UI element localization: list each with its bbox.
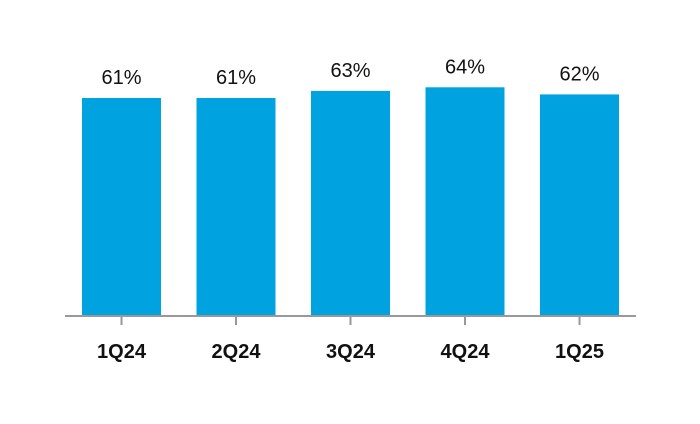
bar-4q24 xyxy=(425,87,505,315)
value-label-3q24: 63% xyxy=(330,60,370,82)
bar-1q25 xyxy=(540,94,619,316)
category-label-4q24: 4Q24 xyxy=(441,341,491,363)
bars-layer xyxy=(82,87,619,316)
category-label-1q25: 1Q25 xyxy=(555,341,604,363)
category-label-2q24: 2Q24 xyxy=(212,341,262,363)
bar-2q24 xyxy=(196,98,276,315)
value-label-1q25: 62% xyxy=(559,63,599,85)
value-labels-layer: 61% 61% 63% 64% 62% xyxy=(101,56,599,89)
bar-1q24 xyxy=(82,98,161,315)
x-axis xyxy=(65,315,636,325)
category-label-3q24: 3Q24 xyxy=(326,341,376,363)
value-label-2q24: 61% xyxy=(216,67,256,89)
bar-3q24 xyxy=(311,90,390,316)
category-label-1q24: 1Q24 xyxy=(97,341,147,363)
category-labels-layer: 1Q24 2Q24 3Q24 4Q24 1Q25 xyxy=(97,341,604,363)
value-label-1q24: 61% xyxy=(101,67,141,89)
value-label-4q24: 64% xyxy=(445,56,485,78)
